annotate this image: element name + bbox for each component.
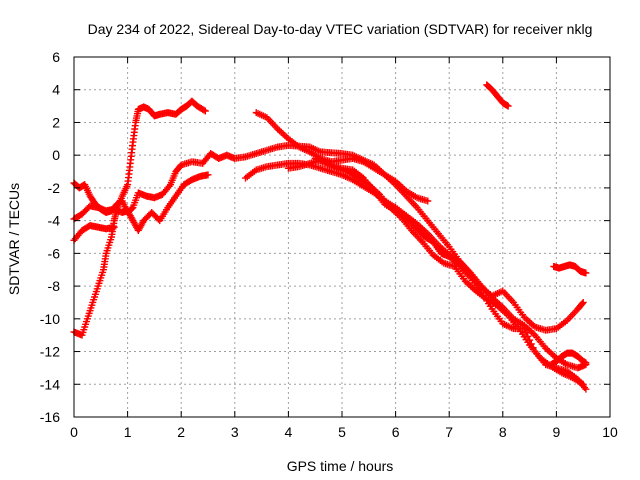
x-tick-label: 3 (231, 424, 239, 440)
x-tick-label: 4 (285, 424, 293, 440)
data-point (200, 106, 208, 114)
x-tick-label: 9 (553, 424, 561, 440)
x-tick-label: 10 (602, 424, 618, 440)
series-sat-g (284, 156, 590, 393)
data-point (579, 380, 587, 388)
data-traces (70, 81, 590, 393)
data-point (578, 300, 586, 308)
y-tick-label: -8 (48, 278, 61, 294)
series-sat-i (483, 81, 512, 110)
chart-title: Day 234 of 2022, Sidereal Day-to-day VTE… (88, 21, 593, 37)
data-point (110, 223, 118, 231)
y-tick-label: 2 (52, 114, 60, 130)
series-sat-c (70, 222, 118, 244)
series-sat-k (547, 349, 590, 369)
y-tick-label: -16 (40, 409, 60, 425)
x-tick-label: 5 (338, 424, 346, 440)
x-tick-label: 0 (70, 424, 78, 440)
data-point (201, 107, 209, 115)
axis-ticks: 0 1 2 3 4 5 6 7 8 9 10 6 4 2 0 -2 -4 -6 -8 -10 -12 -14 -16 (40, 49, 618, 440)
data-point (504, 102, 512, 110)
y-tick-label: -2 (48, 180, 61, 196)
series-sat-a (70, 97, 209, 339)
series-line (287, 159, 587, 391)
series-line (73, 144, 585, 332)
series-sat-j (550, 261, 590, 277)
data-point (579, 298, 587, 306)
y-tick-label: -4 (48, 213, 61, 229)
series-sat-d (70, 171, 212, 234)
x-tick-label: 7 (445, 424, 453, 440)
series-sat-h (311, 154, 587, 388)
data-point (582, 385, 590, 393)
x-tick-label: 1 (124, 424, 132, 440)
grid-lines (74, 57, 610, 417)
y-tick-label: -10 (40, 311, 60, 327)
x-axis-label: GPS time / hours (287, 458, 394, 474)
data-point (522, 328, 530, 336)
y-tick-label: 0 (52, 147, 60, 163)
y-tick-label: -12 (40, 344, 60, 360)
x-tick-label: 6 (392, 424, 400, 440)
y-axis-label: SDTVAR / TECUs (6, 183, 22, 295)
x-tick-label: 2 (177, 424, 185, 440)
y-tick-label: 6 (52, 49, 60, 65)
y-tick-label: -14 (40, 376, 60, 392)
series-sat-e (242, 159, 590, 372)
x-tick-label: 8 (499, 424, 507, 440)
data-point (424, 197, 432, 205)
y-tick-label: -6 (48, 245, 61, 261)
y-tick-label: 4 (52, 82, 60, 98)
data-point (582, 359, 590, 367)
data-point (582, 269, 590, 277)
data-point (204, 171, 212, 179)
